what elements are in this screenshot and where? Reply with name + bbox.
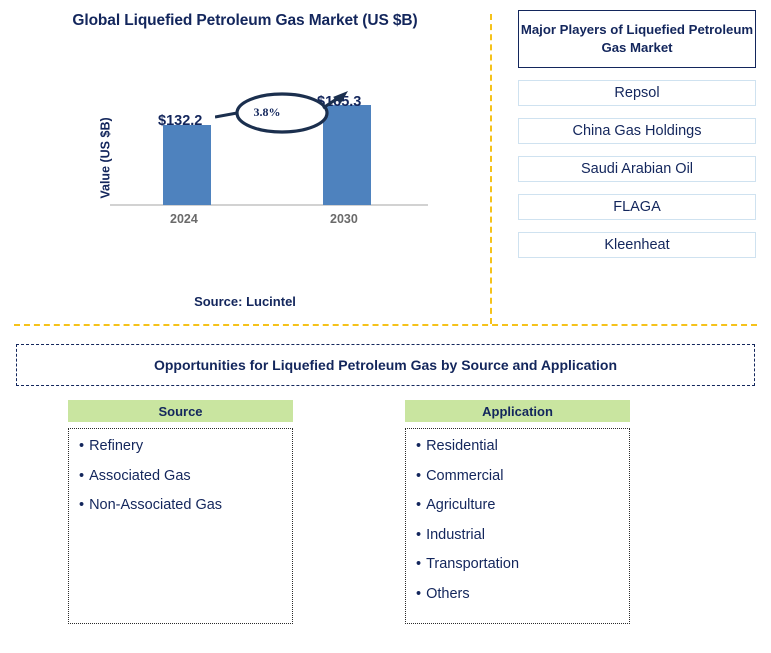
list-item: • Commercial: [416, 467, 621, 484]
list-item: • Refinery: [79, 439, 284, 454]
list-item-label: Commercial: [426, 467, 504, 484]
list-item: • Residential: [416, 439, 621, 454]
bullet-icon: •: [79, 438, 85, 454]
major-players-panel: Major Players of Liquefied Petroleum Gas…: [518, 10, 756, 258]
list-item-label: Associated Gas: [89, 467, 191, 484]
list-item: • Agriculture: [416, 498, 621, 513]
list-item: • Associated Gas: [79, 467, 284, 484]
application-column: Application • Residential • Commercial • Ag…: [405, 400, 630, 624]
chart-bars: [108, 104, 438, 205]
x-tick-2024: 2024: [170, 212, 198, 226]
horizontal-divider: [14, 324, 757, 326]
list-item: • Transportation: [416, 557, 621, 572]
list-item-label: Residential: [426, 438, 498, 454]
bullet-icon: •: [416, 438, 422, 454]
list-item-label: Refinery: [89, 438, 144, 454]
bullet-icon: •: [416, 526, 422, 543]
x-tick-2030: 2030: [330, 212, 358, 226]
list-item-label: Others: [426, 585, 470, 602]
list-item-label: Industrial: [426, 526, 485, 543]
source-column: Source • Refinery • Associated Gas • Non-As…: [68, 400, 293, 624]
chart-baseline-axis: [110, 204, 428, 206]
opportunities-banner: Opportunities for Liquefied Petroleum Ga…: [16, 344, 755, 386]
player-label: China Gas Holdings: [572, 123, 702, 139]
application-column-body: • Residential • Commercial • Agriculture • I…: [405, 428, 630, 624]
bar-value-2024: $132.2: [158, 113, 203, 129]
vertical-divider: [490, 14, 492, 324]
bullet-icon: •: [416, 556, 422, 572]
player-item-3[interactable]: Saudi Arabian Oil: [518, 156, 756, 182]
player-label: Kleenheat: [604, 237, 670, 253]
player-item-1[interactable]: Repsol: [518, 80, 756, 106]
application-column-header: Application: [405, 400, 630, 422]
list-item-label: Transportation: [426, 556, 520, 572]
player-item-2[interactable]: China Gas Holdings: [518, 118, 756, 144]
list-item-label: Agriculture: [426, 497, 496, 513]
bullet-icon: •: [79, 497, 85, 513]
bullet-icon: •: [79, 467, 85, 484]
list-item-label: Non-Associated Gas: [89, 497, 223, 513]
bullet-icon: •: [416, 585, 422, 602]
chart-title: Global Liquefied Petroleum Gas Market (U…: [72, 12, 418, 29]
source-column-body: • Refinery • Associated Gas • Non-Associate…: [68, 428, 293, 624]
source-column-header: Source: [68, 400, 293, 422]
player-label: FLAGA: [613, 199, 661, 215]
bullet-icon: •: [416, 497, 422, 513]
cagr-callout-icon: [215, 91, 348, 134]
player-label: Repsol: [614, 85, 660, 101]
bar-2030: [323, 104, 371, 205]
bullet-icon: •: [416, 467, 422, 484]
list-item: • Non-Associated Gas: [79, 498, 284, 513]
list-item: • Industrial: [416, 526, 621, 543]
player-label: Saudi Arabian Oil: [580, 161, 694, 177]
list-item: • Others: [416, 585, 621, 602]
cagr-value: 3.8%: [253, 105, 281, 119]
major-players-title: Major Players of Liquefied Petroleum Gas…: [518, 10, 756, 68]
player-item-5[interactable]: Kleenheat: [518, 232, 756, 258]
bar-2024: [163, 124, 211, 205]
source-note: Source: Lucintel: [194, 294, 296, 309]
player-item-4[interactable]: FLAGA: [518, 194, 756, 220]
market-chart-panel: Global Liquefied Petroleum Gas Market (U…: [0, 0, 490, 330]
